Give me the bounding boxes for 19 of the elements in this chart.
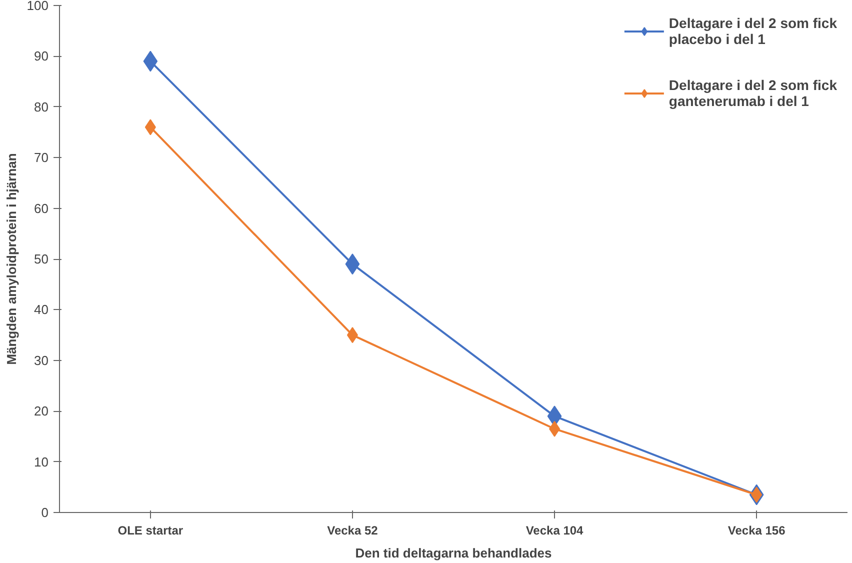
- y-tick-label: 20: [34, 404, 49, 419]
- y-tick-label: 60: [34, 200, 49, 216]
- x-axis-title: Den tid deltagarna behandlades: [355, 546, 552, 560]
- legend-label: Deltagare i del 2 som fick gantenerumab i del 1: [668, 77, 837, 109]
- x-tick-label: OLE startar: [118, 524, 184, 538]
- y-axis-title: Mängden amyloidprotein i hjärnan: [4, 153, 19, 365]
- y-tick-label: 70: [34, 150, 49, 166]
- y-tick-label: 80: [34, 99, 49, 114]
- y-tick-label: 30: [34, 352, 49, 368]
- y-tick-label: 0: [41, 505, 49, 520]
- y-tick-label: 100: [26, 0, 49, 13]
- y-tick-label: 90: [34, 48, 49, 64]
- y-tick-label: 40: [34, 302, 49, 318]
- x-tick-label: Vecka 156: [728, 524, 786, 538]
- legend-label: Deltagare i del 2 som fick placebo i del 1: [668, 15, 837, 47]
- y-tick-label: 10: [34, 454, 49, 470]
- y-tick-label: 50: [34, 252, 49, 266]
- x-tick-label: Vecka 104: [526, 524, 584, 538]
- x-tick-label: Vecka 52: [327, 524, 378, 538]
